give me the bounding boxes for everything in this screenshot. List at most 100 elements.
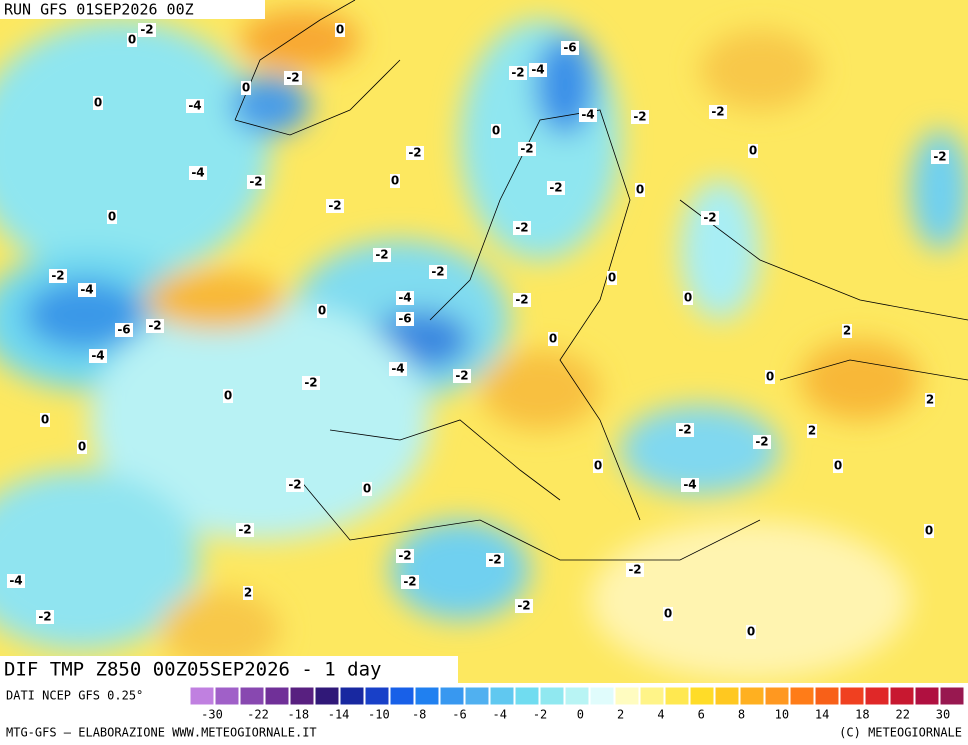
label-bg — [746, 625, 756, 639]
legend-tick-label: -18 — [287, 708, 309, 722]
legend-tick-label: 4 — [657, 708, 664, 722]
label-bg — [389, 362, 407, 376]
legend-tick-label: -14 — [328, 708, 350, 722]
contour-label: -2 — [678, 423, 691, 437]
contour-label: 0 — [549, 332, 557, 346]
label-bg — [561, 41, 579, 55]
contour-label: -2 — [933, 150, 946, 164]
contour-label: -2 — [288, 478, 301, 492]
label-bg — [390, 174, 400, 188]
legend-swatch — [614, 686, 640, 706]
contour-label: 0 — [78, 440, 86, 454]
contour-label: -4 — [188, 99, 201, 113]
contour-label: 0 — [766, 370, 774, 384]
legend-tick-label: 8 — [738, 708, 745, 722]
legend-swatch — [814, 686, 840, 706]
label-bg — [362, 482, 372, 496]
contour-label: 0 — [747, 625, 755, 639]
contour-label: -4 — [531, 63, 544, 77]
label-bg — [77, 440, 87, 454]
label-bg — [186, 99, 204, 113]
label-bg — [486, 553, 504, 567]
contour-label: -2 — [511, 66, 524, 80]
legend-swatch — [489, 686, 515, 706]
legend-swatch — [939, 686, 965, 706]
contour-label: 0 — [41, 413, 49, 427]
contour-label: -2 — [140, 23, 153, 37]
contour-label: -2 — [711, 105, 724, 119]
contour-label: -2 — [515, 221, 528, 235]
label-bg — [626, 563, 644, 577]
contour-label: -2 — [515, 293, 528, 307]
legend-tick-label: -4 — [493, 708, 507, 722]
contour-label: -2 — [628, 563, 641, 577]
contour-label: 0 — [834, 459, 842, 473]
contour-label: -2 — [238, 523, 251, 537]
label-bg — [326, 199, 344, 213]
contour-label: 2 — [244, 586, 252, 600]
contour-label: -4 — [581, 108, 594, 122]
contour-label: 0 — [664, 607, 672, 621]
legend-tick-label: -6 — [452, 708, 466, 722]
contour-label: 0 — [925, 524, 933, 538]
label-bg — [681, 478, 699, 492]
contour-label: -4 — [9, 574, 22, 588]
contour-label: -2 — [304, 376, 317, 390]
contour-label: -2 — [703, 211, 716, 225]
label-bg — [683, 291, 693, 305]
contour-label: 2 — [843, 324, 851, 338]
legend-swatch — [364, 686, 390, 706]
contour-label: -2 — [249, 175, 262, 189]
label-bg — [396, 291, 414, 305]
contour-label: -2 — [633, 110, 646, 124]
contour-label: -2 — [375, 248, 388, 262]
label-bg — [36, 610, 54, 624]
label-bg — [753, 435, 771, 449]
contour-label: 0 — [224, 389, 232, 403]
temperature-field: -2 0 0 -6 -2 -4 -2 0 -4 -4 -2 -2 0 0 -2 -2 0 -2 -4 -2 0 -2 0 -2… — [0, 0, 968, 683]
contour-label: -2 — [455, 369, 468, 383]
label-bg — [529, 63, 547, 77]
label-bg — [607, 271, 617, 285]
label-bg — [93, 96, 103, 110]
contour-label: -2 — [403, 575, 416, 589]
legend-swatch — [239, 686, 265, 706]
label-bg — [284, 71, 302, 85]
contour-label: 0 — [363, 482, 371, 496]
contour-label: -2 — [398, 549, 411, 563]
legend-tick-label: 22 — [895, 708, 909, 722]
contour-label: -2 — [408, 146, 421, 160]
contour-label: -4 — [398, 291, 411, 305]
contour-label: -2 — [431, 265, 444, 279]
label-bg — [317, 304, 327, 318]
contour-label: 0 — [336, 23, 344, 37]
contour-label: 0 — [318, 304, 326, 318]
label-bg — [401, 575, 419, 589]
footer-left: MTG-GFS – ELABORAZIONE WWW.METEOGIORNALE… — [6, 726, 317, 740]
legend-swatch — [464, 686, 490, 706]
contour-label: -2 — [38, 610, 51, 624]
label-bg — [924, 524, 934, 538]
label-bg — [223, 389, 233, 403]
legend-swatch — [589, 686, 615, 706]
label-bg — [547, 181, 565, 195]
label-bg — [146, 319, 164, 333]
label-bg — [241, 81, 251, 95]
label-bg — [513, 221, 531, 235]
label-bg — [701, 211, 719, 225]
legend-swatch — [189, 686, 215, 706]
run-label: RUN GFS 01SEP2026 00Z — [4, 1, 194, 19]
label-bg — [429, 265, 447, 279]
label-bg — [127, 33, 137, 47]
label-bg — [243, 586, 253, 600]
label-bg — [396, 549, 414, 563]
label-bg — [89, 349, 107, 363]
contour-label: -2 — [520, 142, 533, 156]
label-bg — [515, 599, 533, 613]
legend-swatch — [639, 686, 665, 706]
legend-swatch — [564, 686, 590, 706]
contour-label: 0 — [492, 124, 500, 138]
legend-swatch — [789, 686, 815, 706]
label-bg — [807, 424, 817, 438]
